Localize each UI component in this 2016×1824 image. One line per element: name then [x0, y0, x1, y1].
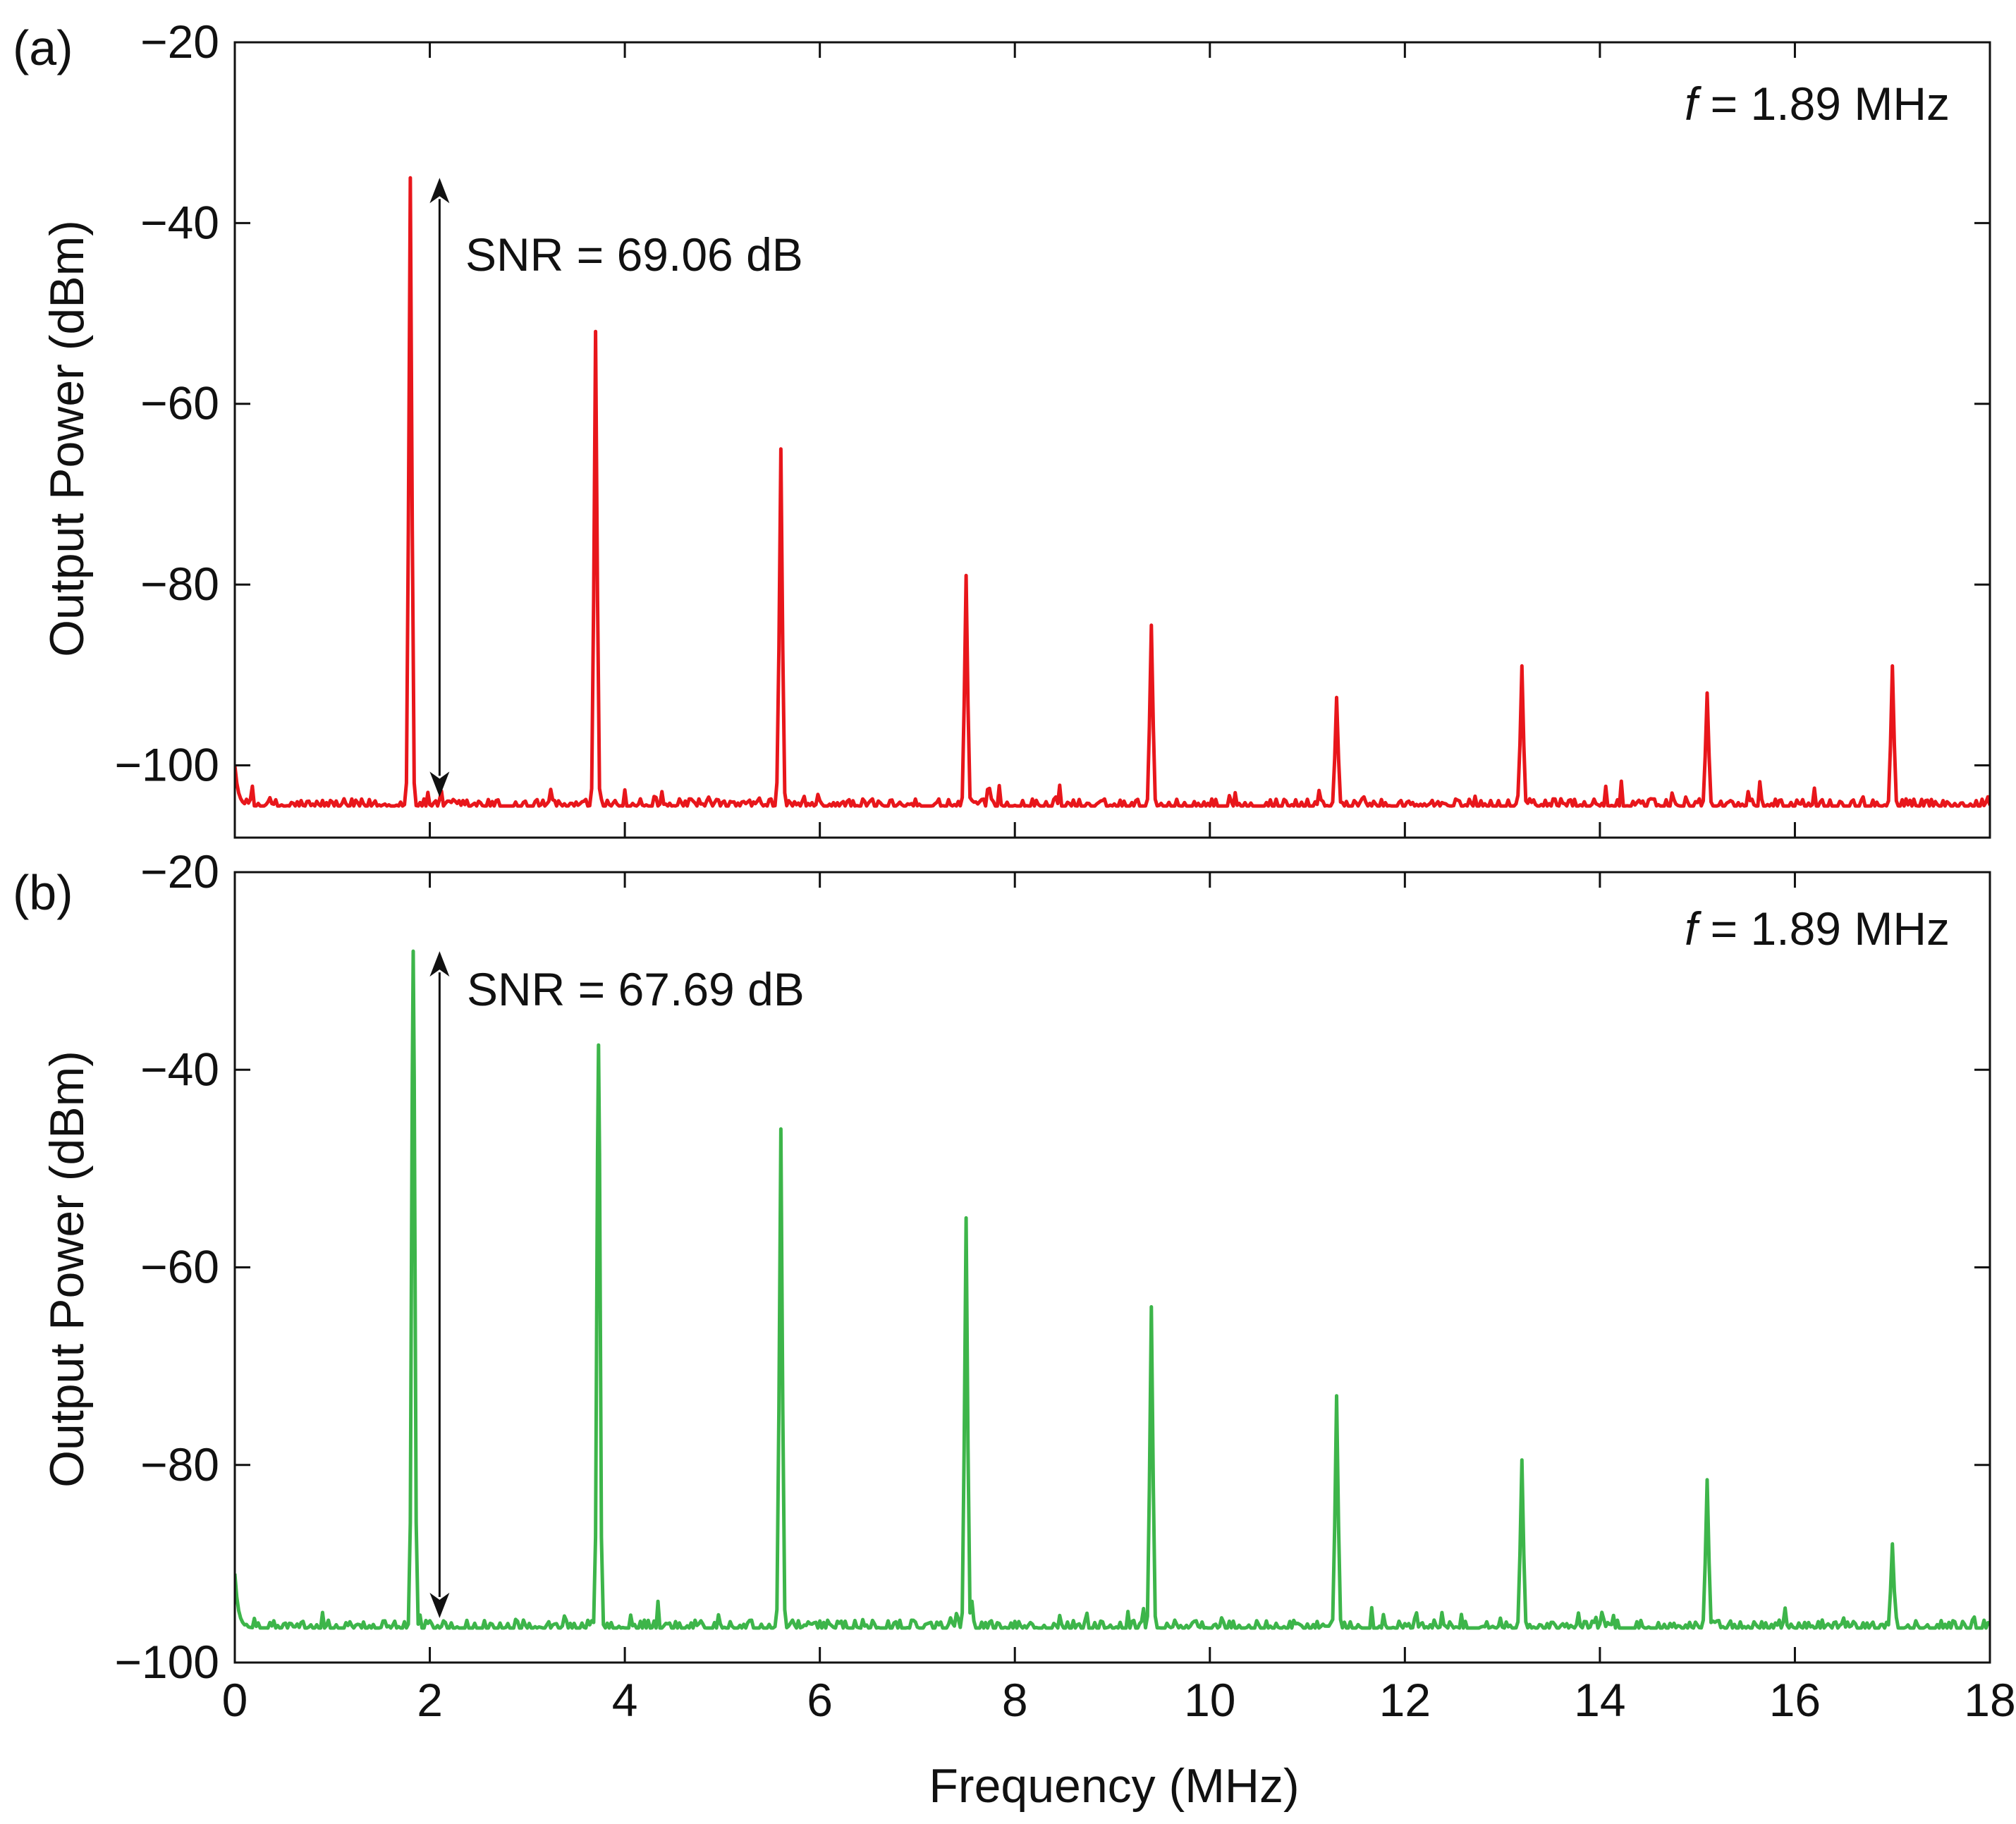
ytick-label-b-0: −20 [140, 845, 219, 898]
panel-b-freq-annotation: f = 1.89 MHz [1685, 902, 1950, 955]
xtick-label-b-2: 4 [612, 1674, 638, 1726]
xtick-label-b-8: 16 [1769, 1674, 1821, 1726]
xtick-label-b-0: 0 [222, 1674, 248, 1726]
ytick-label-a-1: −40 [140, 196, 219, 248]
xtick-label-b-7: 14 [1574, 1674, 1625, 1726]
panel-b-freq-value: = 1.89 MHz [1697, 902, 1950, 955]
panel-a-freq-annotation: f = 1.89 MHz [1685, 78, 1950, 130]
ytick-label-b-2: −60 [140, 1241, 219, 1293]
panel-a-ylabel: Output Power (dBm) [40, 220, 94, 657]
ytick-label-a-3: −80 [140, 558, 219, 610]
xtick-label-b-5: 10 [1184, 1674, 1235, 1726]
panel-b: (b) Output Power (dBm) f = 1.89 MHz SNR … [13, 845, 2016, 1813]
x-axis-title: Frequency (MHz) [929, 1759, 1299, 1813]
ytick-label-b-4: −100 [114, 1636, 219, 1688]
panel-b-label: (b) [13, 865, 73, 920]
ytick-label-a-2: −60 [140, 377, 219, 429]
ytick-label-b-1: −40 [140, 1043, 219, 1095]
xtick-label-b-4: 8 [1002, 1674, 1028, 1726]
snr-arrow-head-top-b [429, 951, 450, 977]
ytick-label-a-4: −100 [114, 738, 219, 790]
panel-a-snr-annotation: SNR = 69.06 dB [465, 228, 803, 281]
snr-arrow-head-bottom-a [429, 771, 450, 797]
ytick-label-b-3: −80 [140, 1438, 219, 1491]
xtick-label-b-1: 2 [417, 1674, 443, 1726]
xtick-label-b-3: 6 [807, 1674, 833, 1726]
series-line-b [235, 949, 1990, 1630]
panel-a-freq-value: = 1.89 MHz [1697, 78, 1950, 130]
panel-b-ylabel: Output Power (dBm) [40, 1051, 94, 1488]
xtick-label-b-9: 18 [1964, 1674, 2015, 1726]
plot-frame-a [233, 41, 1991, 839]
snr-arrow-head-bottom-b [429, 1592, 450, 1618]
snr-arrow-head-top-a [429, 178, 450, 204]
series-line-a [235, 176, 1990, 808]
panel-b-snr-annotation: SNR = 67.69 dB [467, 963, 805, 1015]
xtick-label-b-6: 12 [1379, 1674, 1431, 1726]
panel-a-label: (a) [13, 20, 73, 75]
ytick-label-a-0: −20 [140, 16, 219, 68]
panel-a: (a) Output Power (dBm) f = 1.89 MHz SNR … [13, 16, 1991, 839]
